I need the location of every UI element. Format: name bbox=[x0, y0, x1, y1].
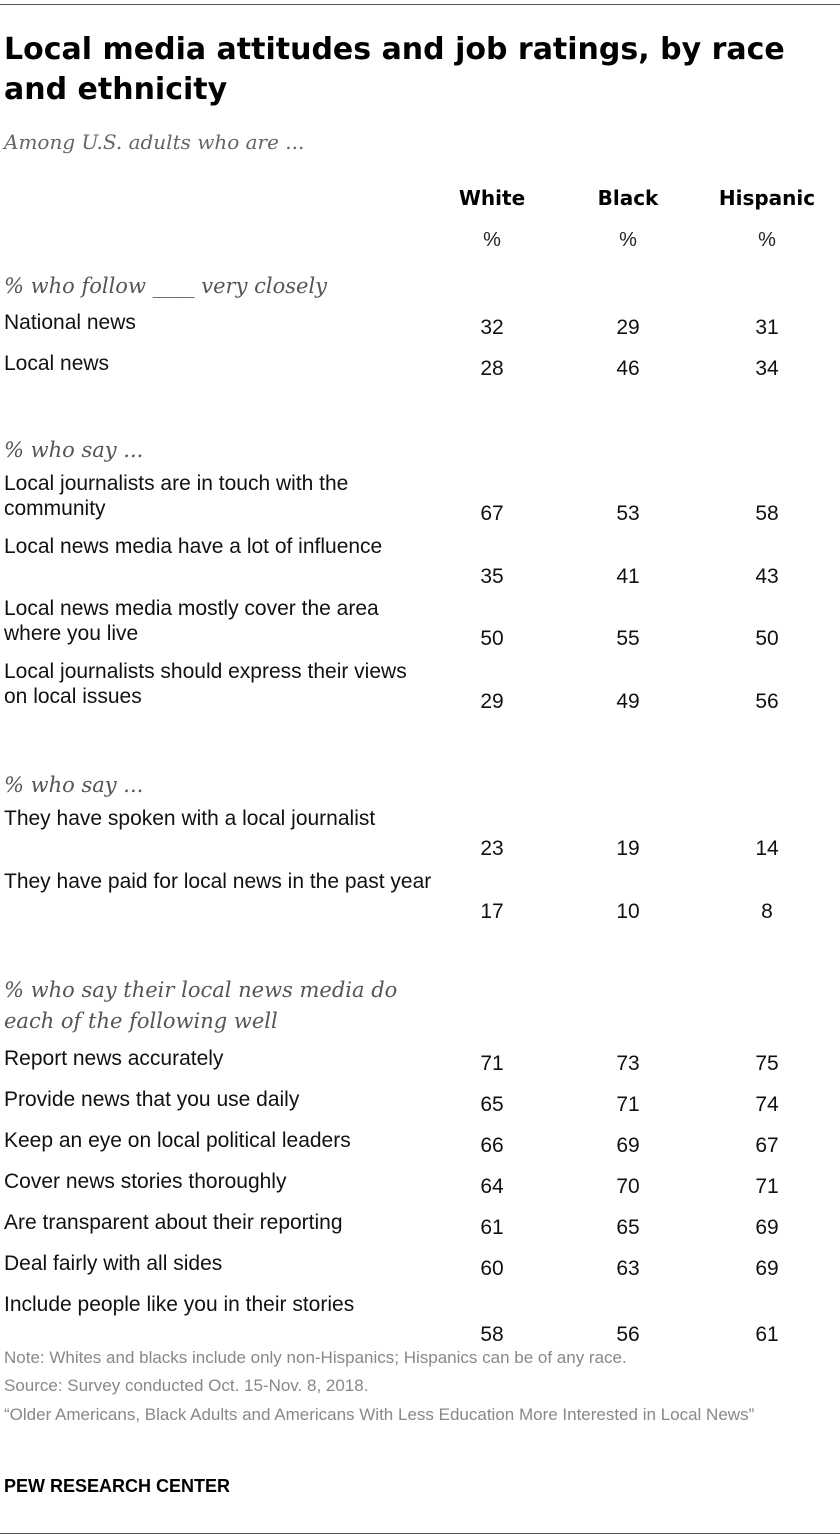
value-cell-hispanic: 61 bbox=[755, 1323, 779, 1346]
percent-unit-hispanic: % bbox=[758, 229, 776, 251]
value-cell-hispanic: 43 bbox=[755, 565, 779, 588]
value-cell-hispanic: 71 bbox=[755, 1175, 779, 1198]
value-cell-hispanic: 34 bbox=[755, 357, 779, 380]
top-rule bbox=[0, 4, 840, 5]
value-cell-white: 60 bbox=[480, 1257, 504, 1280]
value-cell-black: 46 bbox=[616, 357, 640, 380]
value-cell-black: 29 bbox=[616, 316, 640, 339]
percent-unit-white: % bbox=[483, 229, 501, 251]
value-cell-hispanic: 67 bbox=[755, 1134, 779, 1157]
value-cell-hispanic: 69 bbox=[755, 1257, 779, 1280]
row-label: They have spoken with a local journalist bbox=[4, 807, 376, 830]
value-cell-white: 64 bbox=[480, 1175, 504, 1198]
chart-title: Local media attitudes and job ratings, b… bbox=[4, 32, 785, 107]
row-label: Deal fairly with all sides bbox=[4, 1252, 223, 1275]
bottom-rule bbox=[0, 1533, 840, 1534]
value-cell-black: 41 bbox=[616, 565, 640, 588]
value-cell-black: 19 bbox=[616, 837, 640, 860]
value-cell-hispanic: 8 bbox=[761, 900, 773, 923]
section-heading: % who say ... bbox=[4, 438, 144, 462]
row-label: Local news media mostly cover the area w… bbox=[4, 597, 379, 645]
footnote: Note: Whites and blacks include only non… bbox=[4, 1348, 627, 1367]
percent-unit-black: % bbox=[619, 229, 637, 251]
row-label: Report news accurately bbox=[4, 1047, 224, 1070]
row-label: They have paid for local news in the pas… bbox=[4, 870, 432, 893]
value-cell-black: 73 bbox=[616, 1052, 640, 1075]
value-cell-black: 55 bbox=[616, 627, 640, 650]
value-cell-black: 56 bbox=[616, 1323, 640, 1346]
value-cell-white: 61 bbox=[480, 1216, 504, 1239]
value-cell-black: 53 bbox=[616, 502, 640, 525]
column-header-white: White bbox=[458, 186, 526, 210]
value-cell-white: 58 bbox=[480, 1323, 504, 1346]
chart-subtitle: Among U.S. adults who are ... bbox=[4, 130, 305, 154]
value-cell-hispanic: 58 bbox=[755, 502, 779, 525]
section-heading: % who say ... bbox=[4, 773, 144, 797]
value-cell-white: 32 bbox=[480, 316, 504, 339]
value-cell-white: 28 bbox=[480, 357, 504, 380]
value-cell-white: 35 bbox=[480, 565, 504, 588]
row-label: Local journalists are in touch with the … bbox=[4, 472, 349, 520]
row-label: Local journalists should express their v… bbox=[4, 660, 407, 708]
value-cell-hispanic: 74 bbox=[755, 1093, 779, 1116]
value-cell-black: 65 bbox=[616, 1216, 640, 1239]
value-cell-white: 50 bbox=[480, 627, 504, 650]
row-label: Local news media have a lot of influence bbox=[4, 535, 383, 558]
value-cell-black: 71 bbox=[616, 1093, 640, 1116]
row-label: Are transparent about their reporting bbox=[4, 1211, 343, 1234]
row-label: Cover news stories thoroughly bbox=[4, 1170, 287, 1193]
value-cell-black: 70 bbox=[616, 1175, 640, 1198]
value-cell-white: 65 bbox=[480, 1093, 504, 1116]
value-cell-hispanic: 75 bbox=[755, 1052, 779, 1075]
row-label: Include people like you in their stories bbox=[4, 1293, 355, 1316]
pew-research-center-logo: PEW RESEARCH CENTER bbox=[4, 1476, 231, 1496]
value-cell-white: 29 bbox=[480, 690, 504, 713]
value-cell-hispanic: 31 bbox=[755, 316, 779, 339]
report-title: “Older Americans, Black Adults and Ameri… bbox=[4, 1405, 755, 1424]
column-header-hispanic: Hispanic bbox=[718, 186, 816, 210]
value-cell-hispanic: 14 bbox=[755, 837, 779, 860]
section-heading: % who say their local news media do each… bbox=[4, 978, 398, 1033]
value-cell-black: 49 bbox=[616, 690, 640, 713]
value-cell-white: 17 bbox=[480, 900, 504, 923]
row-label: Keep an eye on local political leaders bbox=[4, 1129, 351, 1152]
value-cell-white: 71 bbox=[480, 1052, 504, 1075]
row-label: National news bbox=[4, 311, 136, 334]
value-cell-hispanic: 69 bbox=[755, 1216, 779, 1239]
column-header-black: Black bbox=[597, 186, 659, 210]
value-cell-white: 66 bbox=[480, 1134, 504, 1157]
value-cell-white: 23 bbox=[480, 837, 504, 860]
row-label: Provide news that you use daily bbox=[4, 1088, 300, 1111]
value-cell-black: 10 bbox=[616, 900, 640, 923]
source-line: Source: Survey conducted Oct. 15-Nov. 8,… bbox=[4, 1376, 369, 1395]
value-cell-hispanic: 56 bbox=[755, 690, 779, 713]
value-cell-hispanic: 50 bbox=[755, 627, 779, 650]
value-cell-black: 63 bbox=[616, 1257, 640, 1280]
section-heading: % who follow ____ very closely bbox=[4, 274, 328, 298]
value-cell-black: 69 bbox=[616, 1134, 640, 1157]
row-label: Local news bbox=[4, 352, 110, 375]
value-cell-white: 67 bbox=[480, 502, 504, 525]
